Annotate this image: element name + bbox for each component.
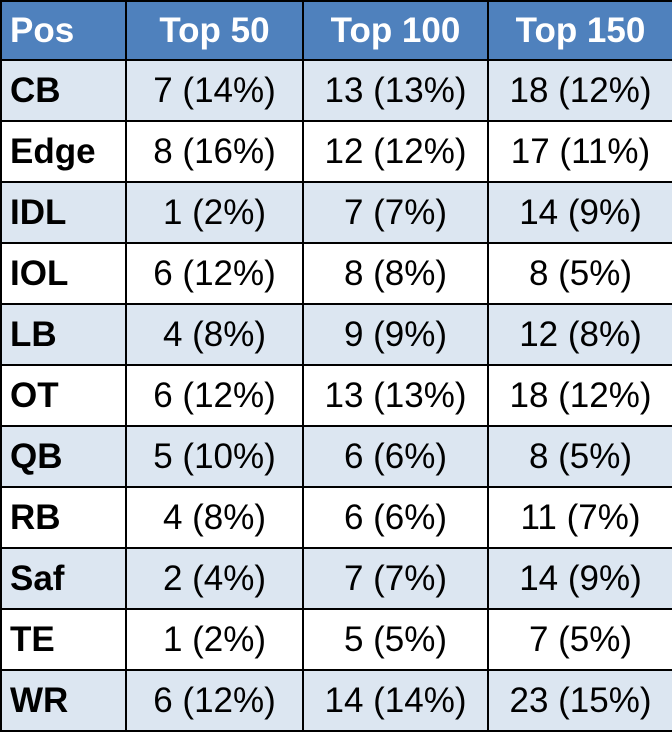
header-top-50: Top 50: [125, 0, 304, 61]
top-150-cell: 8 (5%): [487, 425, 672, 488]
table-row: Edge 8 (16%) 12 (12%) 17 (11%): [0, 120, 672, 183]
position-cell: RB: [0, 486, 127, 549]
top-150-cell: 18 (12%): [487, 59, 672, 122]
top-150-cell: 7 (5%): [487, 608, 672, 671]
table-row: OT 6 (12%) 13 (13%) 18 (12%): [0, 364, 672, 427]
position-cell: Edge: [0, 120, 127, 183]
top-100-cell: 13 (13%): [302, 59, 489, 122]
top-100-cell: 5 (5%): [302, 608, 489, 671]
table-row: CB 7 (14%) 13 (13%) 18 (12%): [0, 59, 672, 122]
top-150-cell: 23 (15%): [487, 669, 672, 732]
top-150-cell: 14 (9%): [487, 547, 672, 610]
table-row: TE 1 (2%) 5 (5%) 7 (5%): [0, 608, 672, 671]
top-100-cell: 14 (14%): [302, 669, 489, 732]
header-top-150: Top 150: [487, 0, 672, 61]
top-100-cell: 12 (12%): [302, 120, 489, 183]
top-50-cell: 7 (14%): [125, 59, 304, 122]
position-cell: OT: [0, 364, 127, 427]
header-row: Pos Top 50 Top 100 Top 150: [0, 0, 672, 61]
table-row: RB 4 (8%) 6 (6%) 11 (7%): [0, 486, 672, 549]
top-150-cell: 11 (7%): [487, 486, 672, 549]
top-100-cell: 7 (7%): [302, 547, 489, 610]
position-cell: WR: [0, 669, 127, 732]
top-50-cell: 4 (8%): [125, 486, 304, 549]
table-row: IDL 1 (2%) 7 (7%) 14 (9%): [0, 181, 672, 244]
position-cell: CB: [0, 59, 127, 122]
top-50-cell: 6 (12%): [125, 669, 304, 732]
top-50-cell: 5 (10%): [125, 425, 304, 488]
top-150-cell: 12 (8%): [487, 303, 672, 366]
top-150-cell: 8 (5%): [487, 242, 672, 305]
position-cell: IDL: [0, 181, 127, 244]
top-150-cell: 14 (9%): [487, 181, 672, 244]
top-100-cell: 9 (9%): [302, 303, 489, 366]
top-150-cell: 18 (12%): [487, 364, 672, 427]
table-row: IOL 6 (12%) 8 (8%) 8 (5%): [0, 242, 672, 305]
top-150-cell: 17 (11%): [487, 120, 672, 183]
top-100-cell: 6 (6%): [302, 486, 489, 549]
header-top-100: Top 100: [302, 0, 489, 61]
top-100-cell: 7 (7%): [302, 181, 489, 244]
table-row: WR 6 (12%) 14 (14%) 23 (15%): [0, 669, 672, 732]
top-50-cell: 6 (12%): [125, 364, 304, 427]
top-100-cell: 6 (6%): [302, 425, 489, 488]
position-cell: QB: [0, 425, 127, 488]
position-cell: TE: [0, 608, 127, 671]
top-50-cell: 1 (2%): [125, 608, 304, 671]
top-50-cell: 1 (2%): [125, 181, 304, 244]
top-50-cell: 2 (4%): [125, 547, 304, 610]
table-row: LB 4 (8%) 9 (9%) 12 (8%): [0, 303, 672, 366]
top-50-cell: 8 (16%): [125, 120, 304, 183]
table-body: CB 7 (14%) 13 (13%) 18 (12%) Edge 8 (16%…: [0, 59, 672, 732]
header-pos: Pos: [0, 0, 127, 61]
table-row: QB 5 (10%) 6 (6%) 8 (5%): [0, 425, 672, 488]
table-row: Saf 2 (4%) 7 (7%) 14 (9%): [0, 547, 672, 610]
top-50-cell: 6 (12%): [125, 242, 304, 305]
position-cell: LB: [0, 303, 127, 366]
top-50-cell: 4 (8%): [125, 303, 304, 366]
position-cell: Saf: [0, 547, 127, 610]
top-100-cell: 13 (13%): [302, 364, 489, 427]
position-cell: IOL: [0, 242, 127, 305]
top-100-cell: 8 (8%): [302, 242, 489, 305]
